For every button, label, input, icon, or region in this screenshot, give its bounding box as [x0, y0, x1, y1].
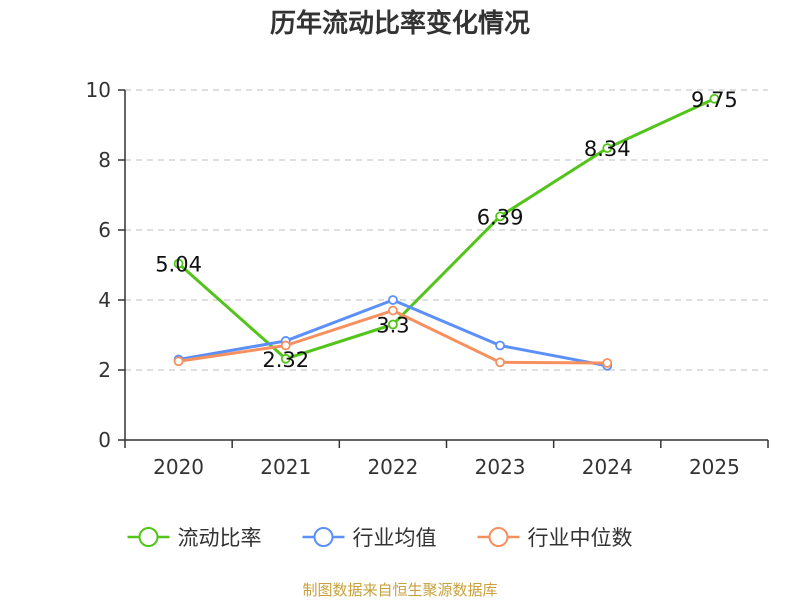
y-tick-label: 10	[86, 78, 111, 102]
data-point	[495, 211, 505, 222]
legend-label: 流动比率	[178, 526, 262, 550]
legend-label: 行业中位数	[528, 526, 633, 550]
data-label: 5.04	[155, 253, 202, 277]
data-point	[173, 258, 184, 269]
y-tick-label: 8	[98, 148, 111, 172]
x-tick-label: 2024	[582, 455, 633, 479]
legend-item: 行业均值	[302, 526, 437, 550]
y-tick-label: 0	[98, 428, 111, 452]
data-point	[173, 356, 184, 367]
data-point	[280, 353, 291, 364]
y-tick-label: 6	[98, 218, 111, 242]
x-tick-label: 2025	[689, 455, 740, 479]
x-tick-label: 2021	[260, 455, 311, 479]
data-point	[602, 143, 613, 154]
data-label: 2.32	[262, 348, 309, 372]
data-label: 6.39	[477, 205, 524, 229]
axes	[124, 90, 768, 441]
data-point	[388, 319, 398, 330]
legend-marker	[138, 527, 159, 547]
series-line-0	[177, 97, 716, 361]
data-point	[280, 340, 291, 351]
legend-marker	[313, 527, 334, 547]
data-point	[388, 305, 398, 316]
data-label: 8.34	[584, 137, 631, 161]
legend-item: 流动比率	[127, 526, 262, 550]
legend-marker	[488, 527, 509, 547]
y-axis-ticks: 0 2 4 6 8 10	[86, 78, 125, 452]
legend-label: 行业均值	[353, 526, 437, 550]
data-label: 3.3	[376, 314, 409, 338]
data-point	[495, 357, 505, 368]
data-point	[602, 358, 613, 368]
source-note: 制图数据来自恒生聚源数据库	[302, 581, 497, 599]
data-point	[709, 93, 720, 104]
chart-title: 历年流动比率变化情况	[270, 8, 530, 39]
legend: 流动比率 行业均值 行业中位数	[127, 526, 633, 550]
data-label: 9.75	[691, 88, 738, 112]
x-tick-label: 2022	[367, 455, 418, 479]
series-group	[173, 93, 720, 371]
x-tick-label: 2020	[153, 455, 204, 479]
data-point	[495, 340, 505, 351]
y-tick-label: 4	[98, 288, 111, 312]
x-axis-ticks: 2020 2021 2022 2023 2024 2025	[124, 440, 769, 479]
gridlines	[125, 89, 768, 371]
x-tick-label: 2023	[475, 455, 526, 479]
y-tick-label: 2	[98, 358, 111, 382]
data-labels: 5.04 2.32 3.3 6.39 8.34 9.75	[155, 88, 738, 372]
legend-item: 行业中位数	[477, 526, 633, 550]
data-point	[388, 295, 398, 305]
